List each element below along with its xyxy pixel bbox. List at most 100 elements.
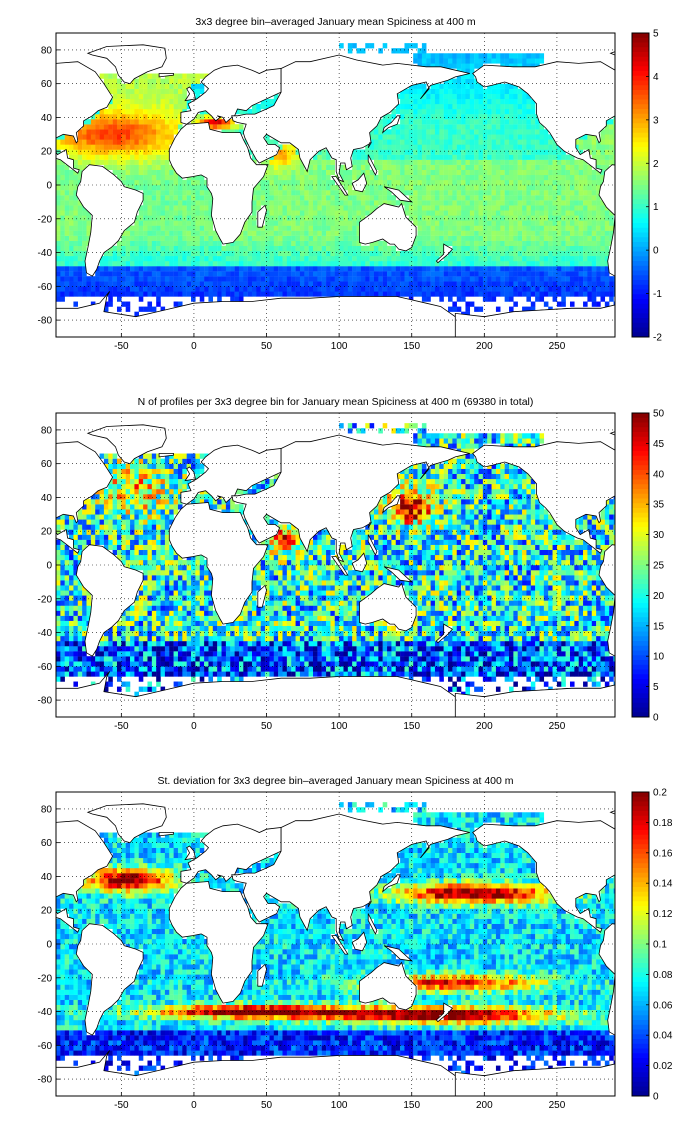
heatmap-cell (382, 286, 388, 292)
heatmap-cell (191, 240, 196, 246)
heatmap-cell (530, 63, 536, 69)
heatmap-cell (308, 200, 314, 206)
heatmap-cell (347, 286, 353, 292)
heatmap-cell (177, 179, 183, 186)
heatmap-cell (312, 154, 318, 160)
heatmap-cell (308, 250, 314, 257)
heatmap-cell (339, 220, 344, 226)
heatmap-cell (526, 286, 531, 292)
heatmap-cell (548, 139, 553, 145)
heatmap-cell (234, 276, 240, 282)
heatmap-cell (177, 225, 183, 231)
heatmap-cell (130, 286, 135, 292)
heatmap-cell (465, 83, 471, 89)
heatmap-cell (299, 225, 305, 231)
heatmap-cell (334, 200, 340, 206)
heatmap-cell (191, 661, 196, 667)
heatmap-cell (247, 220, 253, 226)
heatmap-cell (112, 114, 118, 120)
heatmap-cell (404, 93, 410, 100)
heatmap-cell (112, 164, 118, 170)
colorbar-segment (632, 299, 649, 305)
heatmap-cell (535, 205, 540, 211)
heatmap-cell (103, 83, 109, 89)
heatmap-cell (421, 220, 427, 226)
heatmap-cell (434, 266, 440, 272)
heatmap-cell (565, 220, 571, 226)
heatmap-cell (291, 666, 296, 672)
heatmap-cell (169, 129, 174, 135)
heatmap-cell (82, 240, 87, 246)
heatmap-cell (330, 255, 335, 262)
heatmap-cell (95, 276, 100, 282)
heatmap-cell (182, 103, 187, 110)
heatmap-cell (147, 255, 153, 262)
heatmap-cell (452, 291, 457, 297)
heatmap-cell (578, 210, 584, 216)
coastline (454, 304, 615, 337)
heatmap-cell (247, 255, 253, 262)
heatmap-cell (487, 676, 492, 682)
heatmap-cell (191, 210, 196, 216)
heatmap-cell (121, 266, 126, 272)
heatmap-cell (526, 296, 531, 302)
heatmap-cell (474, 235, 479, 241)
heatmap-cell (173, 174, 179, 181)
heatmap-cell (448, 190, 453, 196)
heatmap-cell (269, 179, 274, 186)
heatmap-cell (252, 154, 257, 160)
colorbar-segment (632, 256, 649, 262)
heatmap-cell (395, 48, 401, 54)
heatmap-cell (138, 103, 144, 110)
heatmap-cell (543, 235, 549, 241)
heatmap-cell (591, 154, 597, 160)
heatmap-cell (156, 301, 161, 307)
heatmap-cell (417, 266, 423, 272)
heatmap-cell (395, 185, 401, 191)
heatmap-cell (278, 235, 283, 241)
heatmap-cell (569, 250, 575, 257)
heatmap-cell (334, 291, 340, 297)
heatmap-cell (591, 281, 597, 287)
heatmap-cell (526, 134, 531, 140)
heatmap-cell (134, 103, 139, 110)
colorbar-segment (632, 37, 649, 43)
heatmap-cell (482, 271, 488, 277)
heatmap-cell (143, 103, 148, 110)
heatmap-cell (195, 215, 200, 221)
heatmap-cell (252, 240, 257, 246)
heatmap-cell (378, 149, 383, 155)
heatmap-cell (539, 240, 545, 246)
heatmap-cell (147, 681, 153, 687)
heatmap-cell (269, 174, 274, 181)
heatmap-cell (495, 210, 501, 216)
heatmap-cell (199, 119, 205, 125)
heatmap-cell (600, 271, 606, 277)
heatmap-cell (147, 174, 153, 181)
heatmap-cell (56, 144, 61, 150)
heatmap-cell (456, 286, 462, 292)
heatmap-cell (160, 250, 166, 257)
heatmap-cell (378, 169, 383, 176)
heatmap-cell (60, 261, 65, 267)
heatmap-cell (156, 78, 161, 84)
heatmap-cell (265, 245, 270, 252)
heatmap-cell (143, 666, 148, 672)
heatmap-cell (295, 261, 301, 267)
heatmap-cell (452, 306, 457, 312)
heatmap-cell (173, 291, 179, 297)
heatmap-cell (421, 98, 427, 105)
heatmap-cell (574, 205, 579, 211)
heatmap-cell (265, 240, 270, 246)
heatmap-cell (317, 169, 322, 176)
heatmap-cell (373, 144, 379, 150)
heatmap-cell (413, 103, 418, 110)
heatmap-cell (69, 281, 74, 287)
heatmap-cell (282, 250, 288, 257)
heatmap-cell (548, 286, 553, 292)
heatmap-cell (382, 169, 388, 176)
heatmap-cell (430, 164, 436, 170)
heatmap-cell (535, 281, 540, 287)
heatmap-cell (482, 144, 488, 150)
heatmap-cell (522, 53, 527, 59)
